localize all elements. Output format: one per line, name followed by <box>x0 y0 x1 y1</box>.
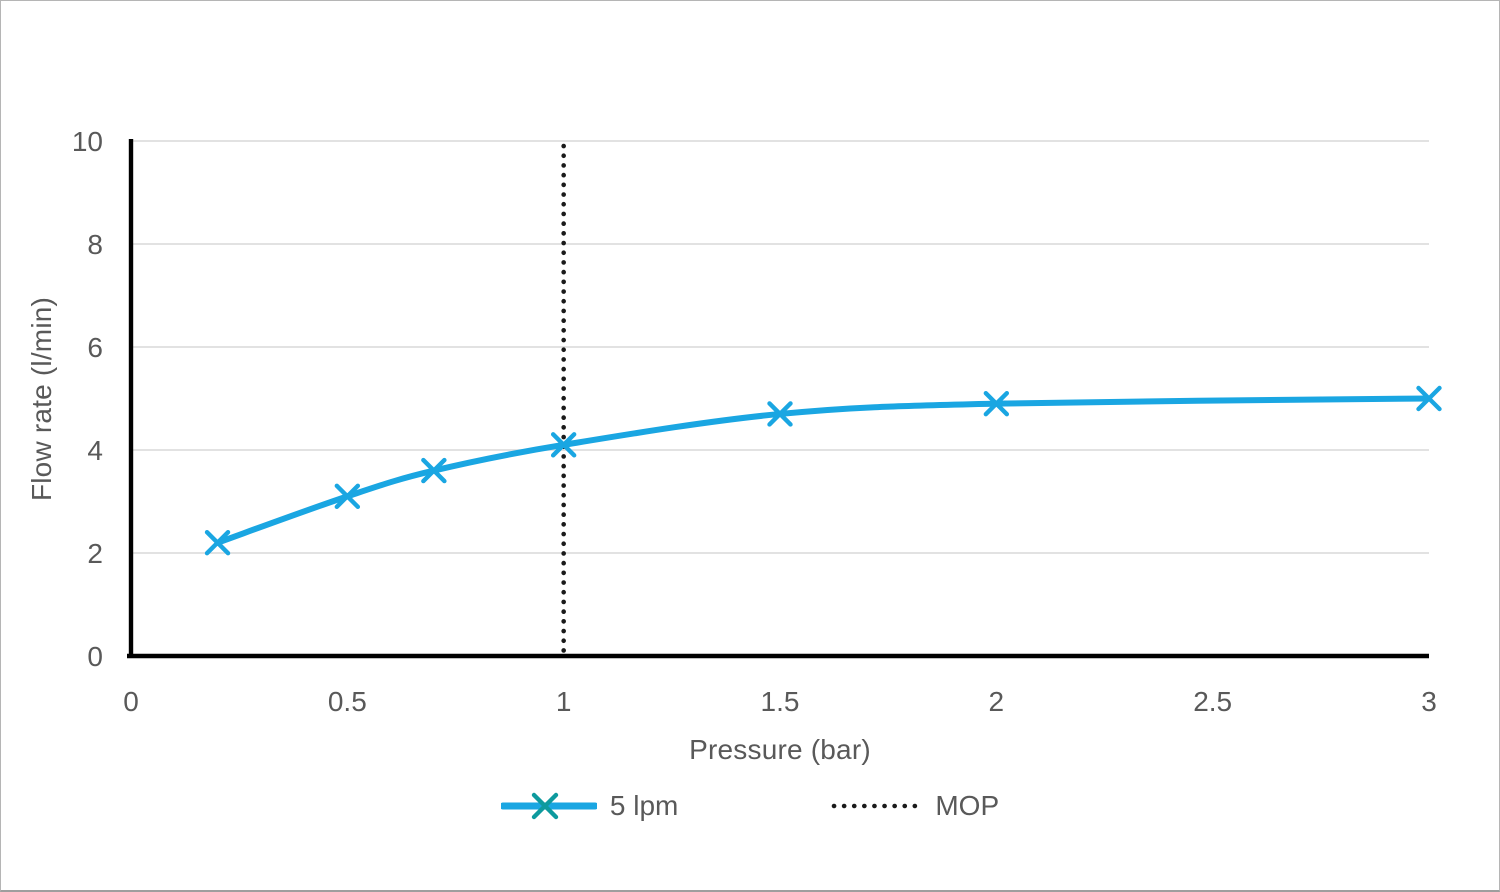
data-point-x-marker <box>767 401 793 427</box>
legend-label-mop: MOP <box>935 790 1000 821</box>
data-point-x-marker <box>1416 385 1442 412</box>
x-tick-label: 2 <box>989 686 1005 717</box>
data-point-x-marker <box>334 483 361 510</box>
marker-stroke <box>767 401 793 427</box>
x-tick-label: 3 <box>1421 686 1437 717</box>
y-tick-label: 4 <box>87 435 103 466</box>
legend-label-5-lpm: 5 lpm <box>609 790 679 821</box>
line-series-swatch-icon <box>499 789 599 823</box>
dotted-line-swatch-icon <box>830 789 923 823</box>
y-tick-label: 6 <box>87 332 103 363</box>
data-point-x-marker <box>421 457 447 484</box>
legend-x-marker-icon <box>531 792 559 820</box>
x-axis-title: Pressure (bar) <box>689 734 871 765</box>
data-point-x-marker <box>983 390 1010 417</box>
x-tick-label: 0.5 <box>328 686 367 717</box>
data-point-x-marker <box>550 432 577 458</box>
legend-item-mop: MOP <box>830 789 999 823</box>
y-tick-label: 8 <box>87 229 103 260</box>
x-tick-label: 1 <box>556 686 572 717</box>
y-tick-label: 10 <box>72 126 103 157</box>
y-tick-label: 2 <box>87 538 103 569</box>
marker-stroke <box>983 390 1010 417</box>
marker-stroke <box>421 457 447 484</box>
x-tick-label: 0 <box>123 686 139 717</box>
y-axis-title: Flow rate (l/min) <box>26 296 57 502</box>
x-tick-label: 1.5 <box>761 686 800 717</box>
data-point-x-marker <box>204 530 231 556</box>
marker-stroke <box>1416 385 1442 412</box>
marker-stroke <box>334 483 361 510</box>
series-line <box>214 395 1432 546</box>
legend-item-5-lpm: 5 lpm <box>499 789 679 823</box>
legend: 5 lpm MOP <box>1 787 1499 825</box>
marker-stroke <box>550 432 577 458</box>
marker-stroke <box>204 530 231 556</box>
x-tick-label: 2.5 <box>1193 686 1232 717</box>
y-tick-label: 0 <box>87 641 103 672</box>
